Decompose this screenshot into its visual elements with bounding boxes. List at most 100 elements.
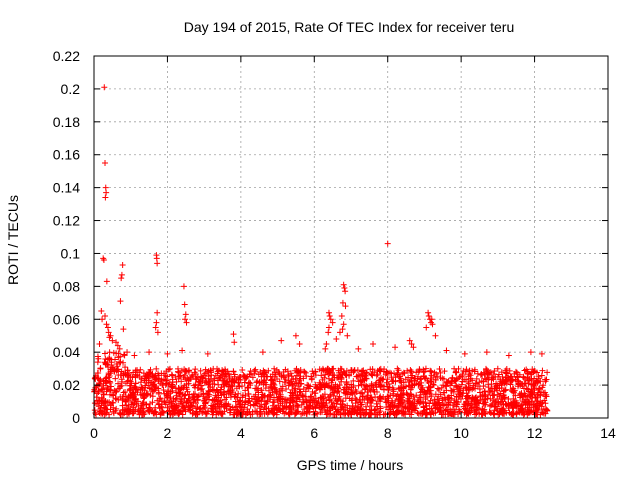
data-point — [239, 394, 246, 401]
data-point — [497, 390, 504, 397]
data-point — [124, 405, 131, 412]
data-point — [327, 410, 334, 417]
data-point — [117, 298, 124, 305]
data-point — [482, 375, 489, 382]
data-point — [120, 406, 127, 413]
data-point — [539, 384, 546, 391]
data-point — [91, 407, 98, 414]
data-point — [416, 381, 423, 388]
data-point — [355, 345, 362, 352]
data-point — [296, 396, 303, 403]
data-point — [365, 392, 372, 399]
data-point — [106, 349, 113, 356]
data-point — [176, 410, 183, 417]
data-point — [425, 309, 432, 316]
data-point — [342, 303, 349, 310]
x-tick-label: 0 — [90, 425, 98, 441]
data-point — [493, 406, 500, 413]
data-point — [461, 350, 468, 357]
data-point — [525, 388, 532, 395]
data-point — [186, 403, 193, 410]
data-point — [173, 395, 180, 402]
data-point — [303, 410, 310, 417]
data-point — [429, 321, 436, 328]
data-point — [201, 398, 208, 405]
data-point — [295, 383, 302, 390]
data-point — [519, 401, 526, 408]
data-point — [486, 388, 493, 395]
data-point — [296, 388, 303, 395]
data-point — [344, 332, 351, 339]
data-point — [323, 340, 330, 347]
data-point — [154, 397, 161, 404]
data-point — [491, 410, 498, 417]
data-point — [210, 365, 217, 372]
data-point — [299, 392, 306, 399]
data-point — [338, 374, 345, 381]
data-point — [95, 355, 102, 362]
data-point — [490, 392, 497, 399]
data-point — [441, 389, 448, 396]
data-point — [170, 398, 177, 405]
data-point — [460, 387, 467, 394]
data-point — [512, 397, 519, 404]
data-point — [488, 402, 495, 409]
y-axis-title: ROTI / TECUs — [5, 195, 21, 285]
data-point — [428, 411, 435, 418]
data-point — [118, 271, 125, 278]
data-point — [172, 407, 179, 414]
data-point — [265, 387, 272, 394]
data-point — [325, 375, 332, 382]
data-point — [165, 381, 172, 388]
data-point — [220, 388, 227, 395]
data-point — [538, 372, 545, 379]
data-point — [104, 356, 111, 363]
x-tick-label: 8 — [384, 425, 392, 441]
data-point — [124, 367, 131, 374]
data-point — [325, 324, 332, 331]
data-point — [395, 367, 402, 374]
data-point — [273, 411, 280, 418]
data-point — [439, 375, 446, 382]
data-point — [244, 384, 251, 391]
data-point — [405, 395, 412, 402]
data-point — [252, 385, 259, 392]
data-point — [228, 382, 235, 389]
data-point — [499, 379, 506, 386]
data-point — [164, 404, 171, 411]
data-point — [505, 352, 512, 359]
data-point — [413, 369, 420, 376]
y-tick-label: 0.22 — [53, 48, 80, 64]
data-point — [491, 400, 498, 407]
data-point — [407, 400, 414, 407]
data-point — [252, 391, 259, 398]
data-point — [278, 372, 285, 379]
data-point — [256, 397, 263, 404]
data-point — [168, 371, 175, 378]
data-point — [523, 385, 530, 392]
data-point — [454, 384, 461, 391]
data-point — [311, 390, 318, 397]
data-point — [331, 385, 338, 392]
data-point — [207, 384, 214, 391]
data-point — [293, 408, 300, 415]
data-point — [482, 393, 489, 400]
data-point — [456, 374, 463, 381]
data-point — [463, 398, 470, 405]
data-point — [164, 350, 171, 357]
data-point — [174, 368, 181, 375]
data-point — [440, 407, 447, 414]
data-point — [128, 380, 135, 387]
data-point — [182, 311, 189, 318]
data-point — [343, 380, 350, 387]
data-point — [363, 382, 370, 389]
data-point — [517, 405, 524, 412]
data-point — [513, 410, 520, 417]
data-point — [432, 401, 439, 408]
data-point — [130, 395, 137, 402]
data-point — [430, 381, 437, 388]
data-point — [241, 379, 248, 386]
data-point — [316, 379, 323, 386]
data-point — [176, 373, 183, 380]
data-point — [440, 382, 447, 389]
